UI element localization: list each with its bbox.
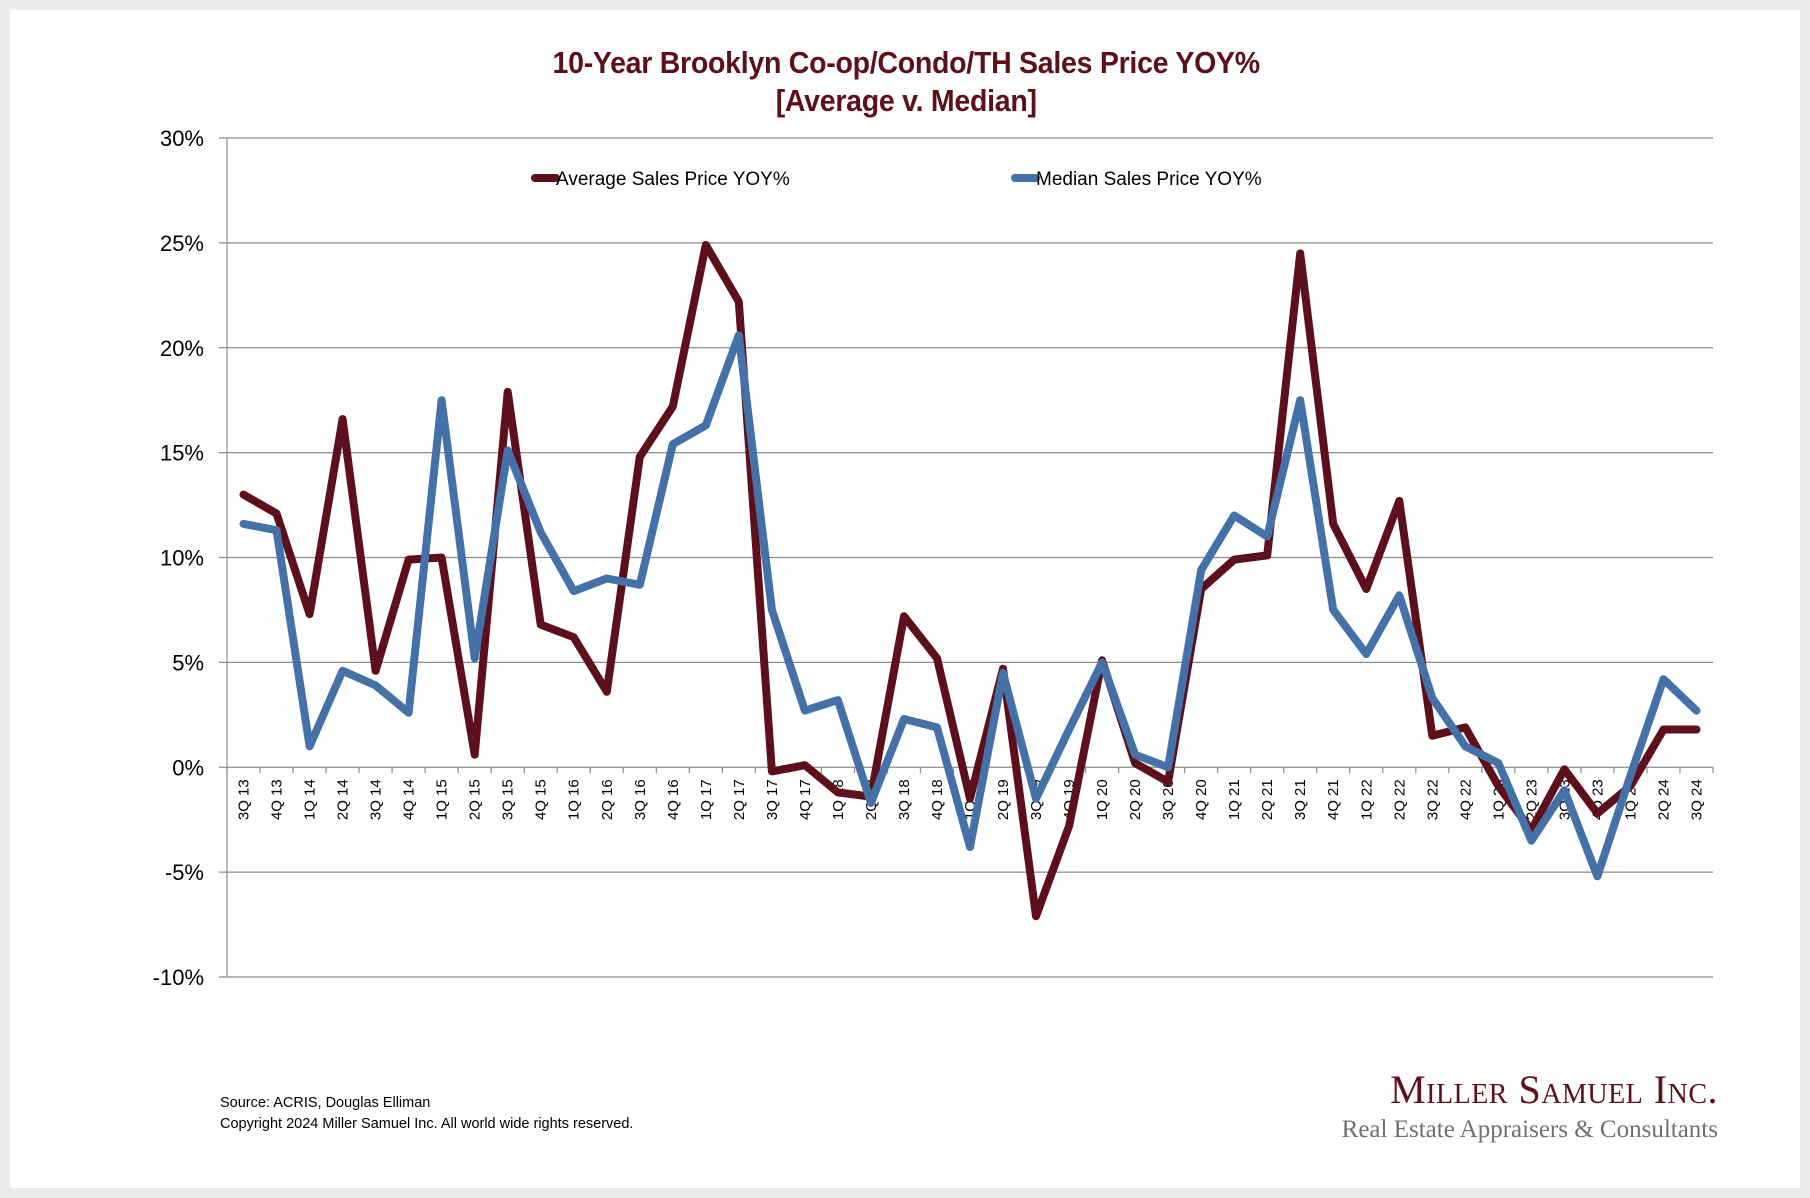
legend-item-median: Median Sales Price YOY% (1011, 169, 1262, 190)
x-tick-label: 2Q 19 (995, 779, 1012, 820)
x-tick-label: 4Q 14 (401, 779, 418, 820)
x-tick-label: 4Q 21 (1325, 779, 1342, 820)
copyright-note: Copyright 2024 Miller Samuel Inc. All wo… (220, 1116, 634, 1132)
x-tick-label: 1Q 22 (1358, 779, 1375, 820)
y-tick-label: 0% (172, 755, 204, 780)
x-tick-label: 2Q 16 (599, 779, 616, 820)
x-tick-label: 3Q 15 (500, 779, 517, 820)
y-tick-label: -10% (153, 965, 204, 990)
x-tick-label: 2Q 22 (1391, 779, 1408, 820)
x-tick-label: 4Q 13 (269, 779, 286, 820)
y-axis: 30% 25% 20% 15% 10% 5% 0% -5% -10% (153, 126, 228, 990)
legend-item-average: Average Sales Price YOY% (531, 169, 790, 190)
chart-title-line-2: [Average v. Median] (775, 83, 1037, 118)
x-tick-label: 1Q 21 (1226, 779, 1243, 820)
x-tick-label: 2Q 15 (467, 779, 484, 820)
y-tick-label: 25% (160, 231, 204, 256)
x-tick-label: 2Q 20 (1127, 779, 1144, 820)
y-tick-label: 10% (160, 546, 204, 571)
x-tick-label: 4Q 17 (797, 779, 814, 820)
x-tick-label: 2Q 24 (1655, 779, 1672, 820)
x-tick-label: 1Q 16 (566, 779, 583, 820)
y-tick-label: 15% (160, 441, 204, 466)
x-tick-label: 3Q 13 (236, 779, 253, 820)
gridlines (219, 137, 1713, 978)
legend-label-average: Average Sales Price YOY% (556, 169, 790, 190)
footer-notes: Source: ACRIS, Douglas Elliman Copyright… (220, 1093, 633, 1135)
y-tick-label: 5% (172, 650, 204, 675)
chart-title: 10-Year Brooklyn Co-op/Condo/TH Sales Pr… (74, 44, 1739, 120)
x-tick-label: 3Q 22 (1424, 779, 1441, 820)
x-tick-label: 4Q 16 (665, 779, 682, 820)
legend: Average Sales Price YOY% Median Sales Pr… (531, 169, 1262, 190)
x-tick-label: 3Q 17 (764, 779, 781, 820)
x-tick-label: 4Q 22 (1457, 779, 1474, 820)
x-tick-label: 1Q 14 (302, 779, 319, 820)
x-tick-label: 1Q 20 (1094, 779, 1111, 820)
x-tick-label: 3Q 14 (368, 779, 385, 820)
x-tick-label: 2Q 14 (335, 779, 352, 820)
x-tick-label: 4Q 20 (1193, 779, 1210, 820)
x-tick-label: 1Q 15 (434, 779, 451, 820)
x-tick-label: 2Q 17 (731, 779, 748, 820)
y-tick-label: -5% (165, 860, 204, 885)
x-tick-label: 3Q 20 (1160, 779, 1177, 820)
logo-tagline: Real Estate Appraisers & Consultants (1341, 1116, 1718, 1143)
x-tick-label: 2Q 23 (1523, 779, 1540, 820)
x-tick-label: 3Q 16 (632, 779, 649, 820)
legend-label-median: Median Sales Price YOY% (1036, 169, 1262, 190)
x-tick-label: 4Q 15 (533, 779, 550, 820)
y-tick-label: 30% (160, 126, 204, 151)
y-tick-label: 20% (160, 336, 204, 361)
series-lines (239, 241, 1701, 921)
x-tick-label: 2Q 21 (1259, 779, 1276, 820)
chart-title-line-1: 10-Year Brooklyn Co-op/Condo/TH Sales Pr… (552, 45, 1261, 80)
x-tick-label: 3Q 24 (1688, 779, 1705, 820)
logo-name: Miller Samuel Inc. (1390, 1067, 1718, 1112)
company-logo: Miller Samuel Inc. Real Estate Appraiser… (1342, 1066, 1718, 1146)
x-tick-label: 3Q 18 (896, 779, 913, 820)
x-tick-label: 3Q 21 (1292, 779, 1309, 820)
x-tick-label: 4Q 18 (929, 779, 946, 820)
x-tick-label: 1Q 17 (698, 779, 715, 820)
source-note: Source: ACRIS, Douglas Elliman (220, 1095, 431, 1111)
